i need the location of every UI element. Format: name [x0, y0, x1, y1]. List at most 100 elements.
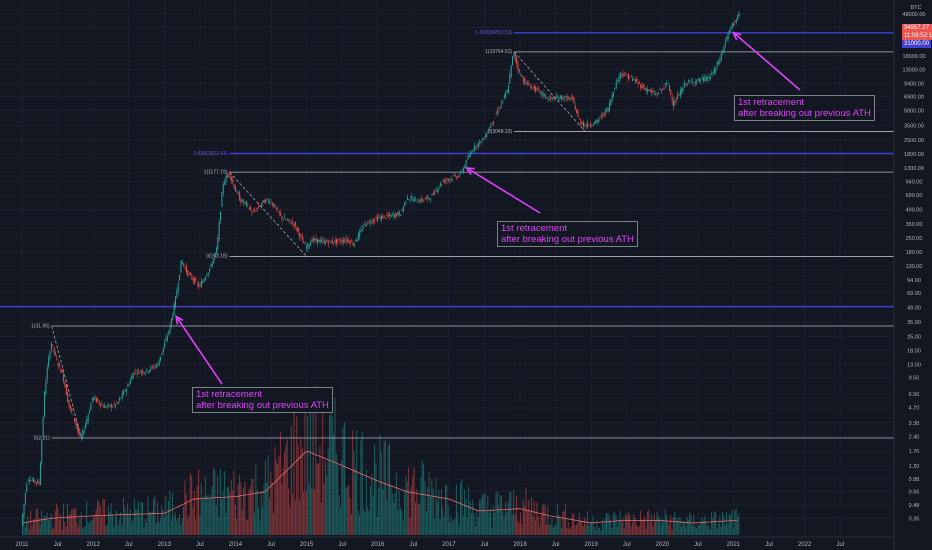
candle-body	[655, 93, 657, 95]
volume-bar	[69, 513, 71, 535]
candle-body	[525, 82, 527, 83]
candle-body	[222, 183, 224, 194]
candle-body	[101, 403, 103, 405]
candle-body	[190, 272, 192, 275]
candle-body	[45, 380, 47, 395]
candle-body	[398, 211, 400, 216]
volume-bar	[656, 511, 658, 535]
volume-bar	[157, 502, 159, 535]
candle-body	[342, 239, 344, 243]
volume-bar	[694, 526, 696, 535]
candle-body	[370, 222, 372, 224]
volume-bar	[248, 489, 250, 535]
volume-bar	[349, 497, 351, 535]
volume-bar	[731, 509, 733, 535]
volume-bar	[711, 512, 713, 535]
volume-bar	[285, 445, 287, 535]
volume-bar	[329, 415, 331, 535]
candle-body	[65, 384, 67, 395]
candle-body	[443, 179, 445, 183]
candle-body	[551, 97, 553, 99]
volume-bar	[83, 527, 85, 535]
candle-body	[537, 88, 539, 90]
candle-body	[542, 93, 544, 95]
x-tick-label: 2019	[585, 542, 599, 548]
candle-body	[735, 18, 737, 23]
volume-bar	[462, 514, 464, 535]
candle-body	[265, 199, 267, 204]
annotation-arrow	[732, 32, 801, 91]
candle-body	[46, 367, 48, 381]
candle-body	[235, 187, 237, 192]
volume-bar	[316, 463, 318, 535]
volume-bar	[137, 500, 139, 535]
candle-body	[256, 207, 258, 209]
volume-bar	[26, 521, 28, 535]
candle-body	[701, 77, 703, 80]
candle-body	[509, 73, 511, 84]
volume-bar	[233, 470, 235, 535]
candle-body	[168, 331, 170, 334]
candle-body	[577, 111, 579, 117]
volume-bar	[470, 513, 472, 535]
volume-bar	[241, 509, 243, 535]
volume-bar	[28, 529, 30, 535]
volume-bar	[144, 518, 146, 535]
candle-body	[713, 68, 715, 74]
candle-body	[288, 219, 290, 220]
candle-body	[114, 404, 116, 407]
candle-body	[269, 201, 271, 204]
volume-bar	[342, 427, 344, 535]
volume-bar	[619, 510, 621, 535]
volume-bar	[298, 500, 300, 535]
volume-bar	[309, 392, 311, 535]
candle-body	[716, 62, 718, 68]
y-tick-label: 48000.00	[903, 12, 926, 18]
candle-body	[629, 77, 631, 79]
y-tick-label: 180.00	[906, 250, 923, 256]
candle-body	[209, 268, 211, 272]
volume-bar	[334, 398, 336, 535]
candle-body	[322, 239, 324, 241]
volume-bar	[204, 476, 206, 535]
candle-body	[299, 233, 301, 238]
volume-bar	[105, 525, 107, 535]
candle-body	[505, 92, 507, 97]
candle-body	[35, 482, 37, 483]
volume-bar	[258, 506, 260, 535]
candle-body	[643, 85, 645, 87]
candle-body	[125, 388, 127, 393]
candle-body	[341, 240, 343, 243]
candle-body	[161, 352, 163, 355]
volume-bar	[129, 509, 131, 535]
time-axis[interactable]: 2011 Jul 2012 Jul 2013 Jul 2014 Jul 2015 Jul 2016 J…	[16, 542, 844, 548]
volume-bar	[281, 483, 283, 535]
volume-bar	[268, 497, 270, 535]
volume-bar	[348, 484, 350, 535]
volume-bar	[535, 520, 537, 535]
volume-bar	[412, 476, 414, 535]
candle-body	[539, 90, 541, 91]
volume-bar	[56, 503, 58, 535]
candle-body	[192, 278, 194, 281]
candle-body	[169, 324, 171, 333]
volume-bar	[494, 512, 496, 535]
candle-body	[626, 75, 628, 77]
candle-body	[375, 217, 377, 219]
candle-body	[658, 93, 660, 94]
candle-body	[250, 206, 252, 210]
volume-bar	[646, 511, 648, 535]
volume-bar	[451, 521, 453, 535]
volume-bar	[163, 516, 165, 535]
volume-bar	[139, 515, 141, 535]
volume-bar	[260, 492, 262, 535]
candle-body	[44, 391, 46, 417]
candle-body	[675, 100, 677, 102]
volume-bar	[614, 511, 616, 535]
y-tick-label: 49.00	[907, 306, 921, 312]
volume-bar	[633, 513, 635, 535]
x-tick-label: Jul	[409, 542, 417, 548]
candle-body	[254, 210, 256, 212]
candle-body	[321, 239, 323, 242]
